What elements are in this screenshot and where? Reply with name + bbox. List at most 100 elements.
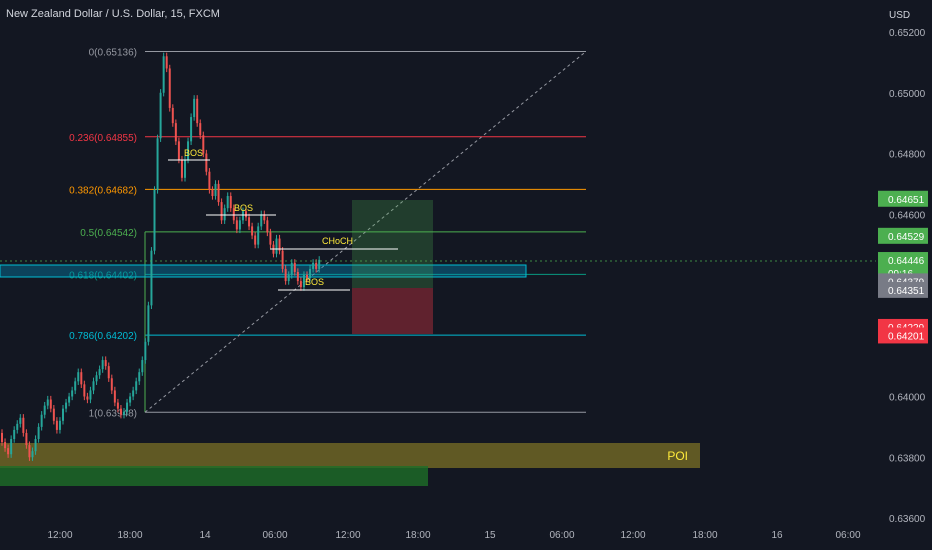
x-tick-label: 16 (771, 530, 783, 541)
candle-body (16, 423, 19, 430)
fib-trendline (144, 51, 587, 413)
fib-label: 0.5(0.64542) (80, 228, 137, 239)
candle-body (13, 429, 16, 440)
candle-body (89, 390, 92, 400)
x-tick-label: 06:00 (549, 530, 574, 541)
candle-body (10, 439, 13, 455)
candle-body (55, 420, 58, 430)
poi-zone (0, 443, 700, 468)
candle-body (241, 211, 244, 221)
candle-body (46, 399, 49, 406)
candle-body (34, 439, 37, 452)
candle-body (107, 366, 110, 379)
candle-body (153, 189, 156, 251)
candle-body (126, 402, 129, 412)
price-tag (878, 227, 928, 244)
y-tick-label: 0.64000 (889, 393, 926, 404)
price-tag (878, 190, 928, 207)
candle-body (257, 226, 260, 245)
candle-body (162, 56, 165, 93)
candle-body (28, 445, 31, 458)
candle-body (92, 381, 95, 391)
fib-label: 1(0.63948) (89, 408, 137, 419)
candle-body (302, 275, 305, 288)
candle-body (129, 396, 132, 403)
candle-body (202, 135, 205, 154)
candle-body (159, 92, 162, 139)
fib-zone (0, 264, 527, 278)
candle-body (156, 138, 159, 190)
candle-body (144, 341, 147, 361)
candle-body (229, 196, 232, 209)
candle-body (147, 305, 150, 342)
candle-body (71, 390, 74, 397)
candle-body (238, 220, 241, 230)
x-tick-label: 15 (484, 530, 496, 541)
y-tick-label: 0.63800 (889, 453, 926, 464)
candle-body (260, 214, 263, 227)
candle-body (177, 141, 180, 160)
candle-body (208, 171, 211, 190)
candle-body (315, 262, 318, 269)
demand-zone (0, 466, 428, 486)
candle-body (141, 360, 144, 373)
price-tag (878, 327, 928, 344)
candle-body (196, 98, 199, 124)
candle-body (199, 123, 202, 136)
price-tag-label: 0.64351 (888, 286, 925, 297)
candle-body (180, 159, 183, 178)
candle-body (263, 214, 266, 221)
candle-body (95, 375, 98, 382)
candle-body (138, 372, 141, 382)
candle-body (235, 220, 238, 230)
poi-label: POI (667, 449, 688, 463)
candle-body (174, 123, 177, 142)
candle-body (287, 275, 290, 282)
candle-body (187, 141, 190, 160)
candle-body (226, 196, 229, 209)
x-tick-label: 12:00 (620, 530, 645, 541)
fib-label: 0(0.65136) (89, 47, 137, 58)
candle-body (248, 217, 251, 227)
candle-body (281, 250, 284, 269)
candle-body (214, 183, 217, 197)
candle-body (223, 208, 226, 221)
price-tag-label: 0.64446 (888, 256, 925, 267)
candle-body (312, 262, 315, 269)
candle-body (113, 390, 116, 403)
fib-label: 0.786(0.64202) (69, 331, 137, 342)
candle-body (275, 238, 278, 254)
candle-body (22, 417, 25, 433)
candle-body (184, 159, 186, 178)
candle-body (205, 153, 208, 172)
candle-body (165, 56, 168, 69)
candle-body (4, 442, 7, 449)
x-tick-label: 06:00 (835, 530, 860, 541)
y-tick-label: 0.65000 (889, 89, 926, 100)
x-tick-label: 06:00 (262, 530, 287, 541)
candle-body (43, 405, 46, 415)
fib-label: 0.236(0.64855) (69, 133, 137, 144)
candle-body (211, 189, 214, 197)
y-tick-label: 0.64600 (889, 210, 926, 221)
candle-body (65, 402, 68, 409)
candle-body (68, 396, 71, 403)
x-tick-label: 18:00 (692, 530, 717, 541)
candle-body (299, 281, 302, 288)
candle-body (193, 98, 196, 118)
stop-loss-zone (352, 288, 433, 334)
bos-label: BOS (184, 148, 203, 158)
chart-title: New Zealand Dollar / U.S. Dollar, 15, FX… (6, 8, 220, 20)
candle-body (318, 259, 321, 269)
candle-body (25, 432, 28, 446)
candle-body (52, 408, 55, 421)
candle-body (232, 208, 235, 221)
candle-body (290, 262, 293, 275)
candle-body (284, 268, 287, 282)
candle-body (123, 411, 125, 415)
candle-body (49, 399, 52, 409)
price-tag-label: 0.64651 (888, 195, 925, 206)
price-tag-label: 0.64529 (888, 232, 925, 243)
candle-body (80, 372, 83, 385)
